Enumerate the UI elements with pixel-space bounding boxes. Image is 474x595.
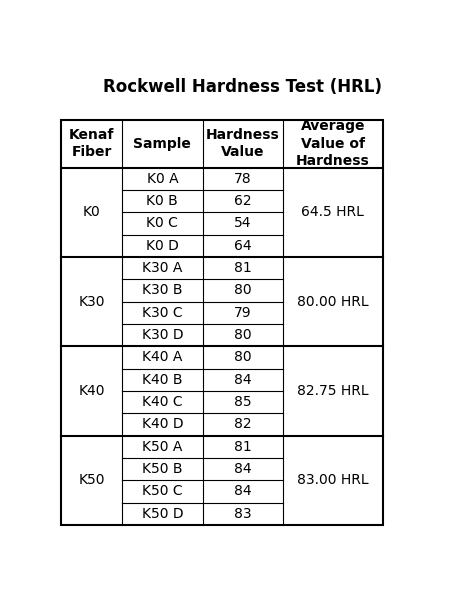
Text: K30 C: K30 C <box>142 306 182 320</box>
Text: 81: 81 <box>234 440 252 454</box>
Text: K50: K50 <box>78 473 105 487</box>
Text: K40 D: K40 D <box>142 418 183 431</box>
Text: K50 B: K50 B <box>142 462 182 476</box>
Text: 54: 54 <box>234 217 251 230</box>
Text: 82.75 HRL: 82.75 HRL <box>297 384 368 398</box>
Text: 82: 82 <box>234 418 252 431</box>
Text: K30: K30 <box>78 295 105 309</box>
Text: K30 B: K30 B <box>142 283 182 298</box>
Text: 62: 62 <box>234 194 252 208</box>
Text: K0 C: K0 C <box>146 217 178 230</box>
Text: K40 C: K40 C <box>142 395 182 409</box>
Text: Sample: Sample <box>133 137 191 151</box>
Text: K0 B: K0 B <box>146 194 178 208</box>
Text: 79: 79 <box>234 306 252 320</box>
Text: Kenaf
Fiber: Kenaf Fiber <box>69 128 114 159</box>
Text: 84: 84 <box>234 373 252 387</box>
Bar <box>61 120 383 525</box>
Text: K40 B: K40 B <box>142 373 182 387</box>
Text: 78: 78 <box>234 172 252 186</box>
Text: K0 A: K0 A <box>146 172 178 186</box>
Text: 80: 80 <box>234 350 252 365</box>
Text: K30 A: K30 A <box>142 261 182 275</box>
Text: Average
Value of
Hardness: Average Value of Hardness <box>296 119 370 168</box>
Text: Rockwell Hardness Test (HRL): Rockwell Hardness Test (HRL) <box>103 79 383 96</box>
Text: K40: K40 <box>78 384 105 398</box>
Text: 80: 80 <box>234 328 252 342</box>
Text: 80: 80 <box>234 283 252 298</box>
Text: K0 D: K0 D <box>146 239 179 253</box>
Text: K40 A: K40 A <box>142 350 182 365</box>
Text: K50 A: K50 A <box>142 440 182 454</box>
Text: 64.5 HRL: 64.5 HRL <box>301 205 364 220</box>
Text: 84: 84 <box>234 462 252 476</box>
Text: 64: 64 <box>234 239 252 253</box>
Text: 81: 81 <box>234 261 252 275</box>
Text: 83: 83 <box>234 507 252 521</box>
Text: 80.00 HRL: 80.00 HRL <box>297 295 368 309</box>
Text: K50 D: K50 D <box>142 507 183 521</box>
Text: K30 D: K30 D <box>142 328 183 342</box>
Text: 83.00 HRL: 83.00 HRL <box>297 473 368 487</box>
Text: Hardness
Value: Hardness Value <box>206 128 280 159</box>
Text: K50 C: K50 C <box>142 484 182 499</box>
Text: 85: 85 <box>234 395 252 409</box>
Text: K0: K0 <box>83 205 100 220</box>
Text: 84: 84 <box>234 484 252 499</box>
